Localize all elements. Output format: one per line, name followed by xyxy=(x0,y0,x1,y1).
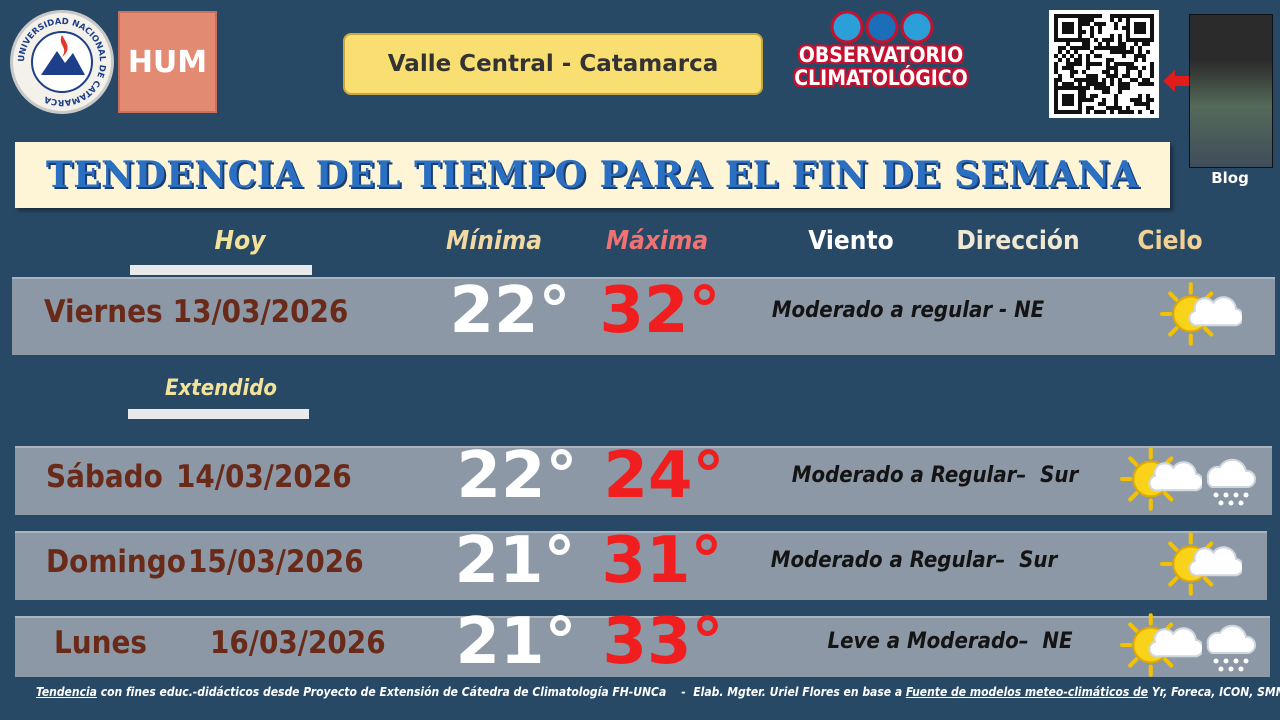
min-temp: 21° xyxy=(455,604,577,679)
logo-art: UNIVERSIDAD NACIONAL DE CATAMARCA xyxy=(17,17,107,107)
column-header: Dirección xyxy=(956,226,1080,256)
wind: Moderado a regular - NE xyxy=(771,298,1045,323)
forecast-row xyxy=(15,616,1270,677)
column-header: Mínima xyxy=(445,226,543,256)
day-name: Domingo xyxy=(46,543,186,580)
column-header: Máxima xyxy=(605,226,709,256)
min-temp: 21° xyxy=(454,523,576,598)
wind: Moderado a Regular– Sur xyxy=(791,462,1079,488)
wind: Moderado a Regular– Sur xyxy=(770,547,1058,573)
footer-lead: Tendencia xyxy=(36,685,97,699)
forecast-row xyxy=(15,446,1272,515)
observatory-line: CLIMATOLÓGICO xyxy=(794,66,968,90)
footer-link: Fuente de modelos meteo-climáticos de xyxy=(905,685,1149,699)
forecast-row xyxy=(12,277,1275,355)
footer: Tendencia con fines educ.-didácticos des… xyxy=(36,685,1280,699)
min-temp: 22° xyxy=(456,438,578,513)
blog-label: Blog xyxy=(1211,169,1249,187)
footer-sources: Yr, Foreca, ICON, SMN xyxy=(1148,685,1280,699)
blog-thumbnail xyxy=(1189,14,1273,168)
observatory-line: OBSERVATORIO xyxy=(798,43,964,67)
university-logo: UNIVERSIDAD NACIONAL DE CATAMARCA xyxy=(10,10,114,114)
underline xyxy=(128,409,309,419)
max-temp: 24° xyxy=(603,438,725,513)
date: 13/03/2026 xyxy=(172,294,349,330)
forecast-row xyxy=(15,531,1267,600)
qr-code xyxy=(1049,10,1159,118)
today-label: Hoy xyxy=(214,226,266,256)
title: TENDENCIA DEL TIEMPO PARA EL FIN DE SEMA… xyxy=(45,154,1140,196)
min-temp: 22° xyxy=(449,274,571,348)
max-temp: 31° xyxy=(601,523,723,598)
day-name: Lunes xyxy=(54,624,148,661)
sky-icon xyxy=(1160,528,1242,600)
date: 16/03/2026 xyxy=(210,624,386,661)
sky-icon xyxy=(1160,278,1242,350)
observatory-name: OBSERVATORIO CLIMATOLÓGICO xyxy=(786,44,976,90)
day-name: Viernes xyxy=(44,294,163,330)
observatory-icons xyxy=(830,10,934,44)
max-temp: 32° xyxy=(599,274,721,348)
title-banner: TENDENCIA DEL TIEMPO PARA EL FIN DE SEMA… xyxy=(15,142,1170,208)
underline xyxy=(130,265,312,275)
max-temp: 33° xyxy=(602,604,724,679)
arrow xyxy=(1163,70,1189,92)
wind: Leve a Moderado– NE xyxy=(827,628,1073,654)
date: 14/03/2026 xyxy=(176,458,352,495)
column-header: Viento xyxy=(808,226,894,256)
sky-icon xyxy=(1120,609,1257,681)
day-name: Sábado xyxy=(46,458,163,495)
day-label: Viernes 13/03/2026 xyxy=(44,294,348,330)
qr-art xyxy=(1054,14,1154,114)
extended-label: Extendido xyxy=(165,376,277,401)
location-label: Valle Central - Catamarca xyxy=(343,33,763,95)
sky-icon xyxy=(1120,443,1257,515)
footer-text: con fines educ.-didácticos desde Proyect… xyxy=(96,685,906,699)
date: 15/03/2026 xyxy=(188,543,364,580)
column-header: Cielo xyxy=(1137,226,1203,256)
faculty-logo: HUM xyxy=(118,11,217,113)
